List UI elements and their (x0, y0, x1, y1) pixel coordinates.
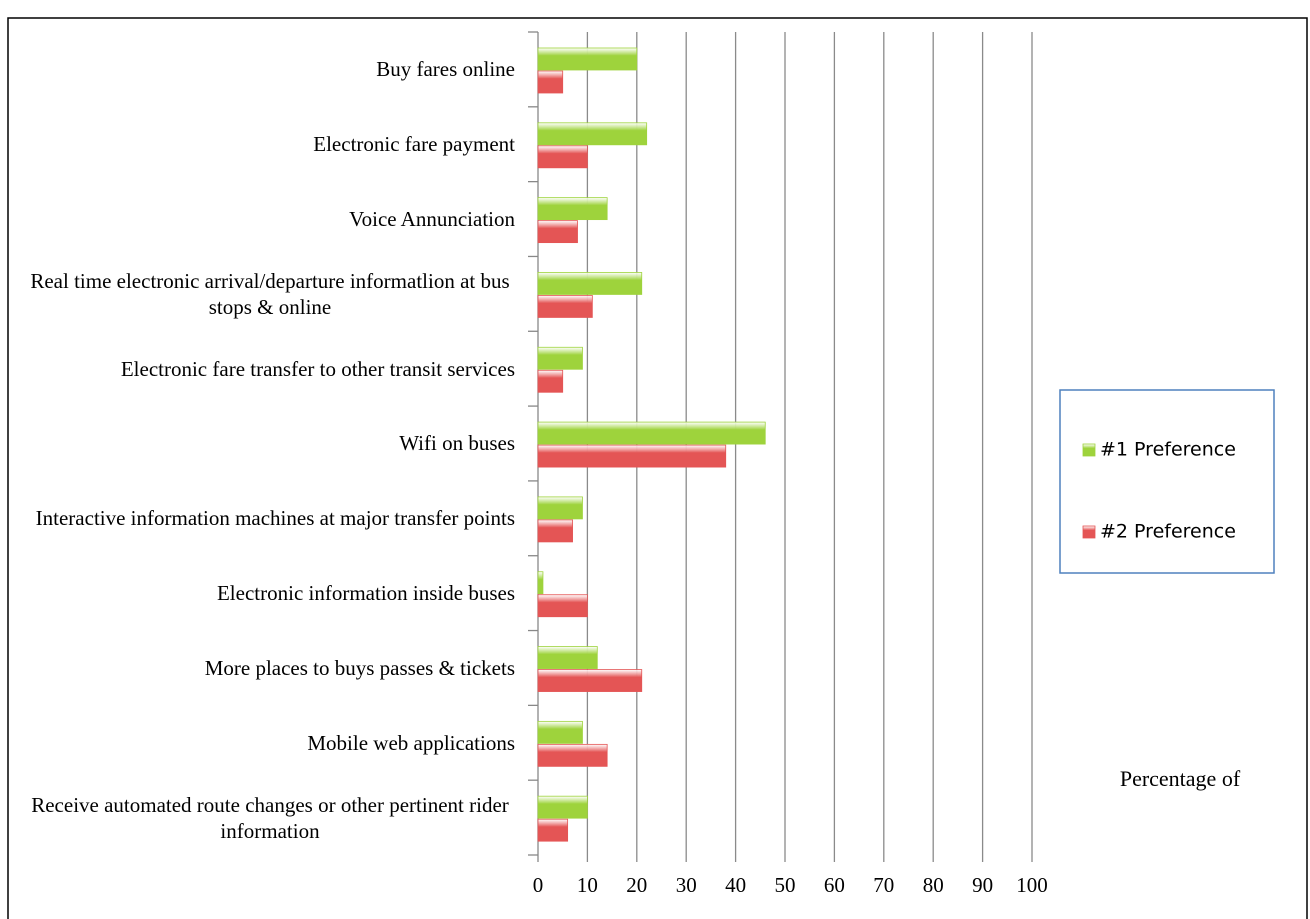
x-tick-label: 20 (626, 873, 647, 897)
category-label-box: Electronic fare transfer to other transi… (20, 331, 515, 406)
x-tick-label: 10 (577, 873, 598, 897)
category-label-box: Buy fares online (20, 32, 515, 107)
legend-label: #1 Preference (1100, 439, 1236, 461)
bar (537, 272, 643, 295)
category-label-box: Mobile web applications (20, 705, 515, 780)
bar (537, 571, 544, 595)
x-tick-label: 70 (873, 873, 894, 897)
bar (537, 295, 593, 318)
legend-swatch (1082, 443, 1096, 457)
y-tick-label: Mobile web applications (307, 730, 515, 755)
x-tick-label: 60 (824, 873, 845, 897)
bar (537, 795, 588, 819)
x-tick-label: 0 (533, 873, 544, 897)
category-label-box: Wifi on buses (20, 406, 515, 481)
y-tick-label: Real time electronic arrival/departure i… (30, 268, 510, 319)
x-tick-label: 30 (676, 873, 697, 897)
chart-border (7, 17, 1308, 919)
bar (537, 818, 569, 842)
x-tick-label: 50 (775, 873, 796, 897)
bar (537, 47, 638, 71)
bar (537, 496, 583, 520)
bar (537, 743, 608, 767)
legend-box (1059, 389, 1275, 574)
x-tick-label: 40 (725, 873, 746, 897)
x-tick-label: 100 (1016, 873, 1048, 897)
y-tick-label: Voice Annunciation (349, 207, 515, 232)
y-tick-label: Buy fares online (376, 57, 515, 82)
bar (537, 519, 573, 543)
y-tick-label: Electronic fare transfer to other transi… (120, 356, 515, 381)
bar (537, 669, 643, 692)
category-label-box: Real time electronic arrival/departure i… (20, 256, 515, 331)
x-axis-title: Percentage of (1120, 766, 1241, 791)
bar (537, 444, 727, 468)
bar (537, 197, 608, 221)
bar (537, 70, 564, 94)
y-tick-label: Wifi on buses (399, 431, 515, 456)
bar (537, 122, 648, 146)
category-label-box: Interactive information machines at majo… (20, 481, 515, 556)
legend-swatch (1082, 525, 1096, 539)
y-tick-label: Electronic fare payment (313, 132, 515, 157)
bar (537, 369, 564, 393)
bar (537, 145, 588, 169)
y-tick-label: Receive automated route changes or other… (31, 792, 509, 843)
bar (537, 646, 598, 669)
x-tick-label: 90 (972, 873, 993, 897)
bar (537, 720, 583, 744)
x-tick-label: 80 (923, 873, 944, 897)
bar (537, 346, 583, 370)
bar (537, 594, 588, 618)
y-tick-label: Interactive information machines at majo… (35, 506, 515, 531)
category-label-box: Receive automated route changes or other… (20, 780, 515, 855)
category-label-box: Voice Annunciation (20, 182, 515, 257)
category-label-box: Electronic fare payment (20, 107, 515, 182)
y-tick-label: More places to buys passes & tickets (204, 655, 515, 680)
category-label-box: Electronic information inside buses (20, 556, 515, 631)
legend-label: #2 Preference (1100, 521, 1236, 543)
y-tick-label: Electronic information inside buses (216, 581, 515, 606)
bar (537, 421, 766, 445)
bar (537, 220, 578, 244)
category-label-box: More places to buys passes & tickets (20, 631, 515, 706)
